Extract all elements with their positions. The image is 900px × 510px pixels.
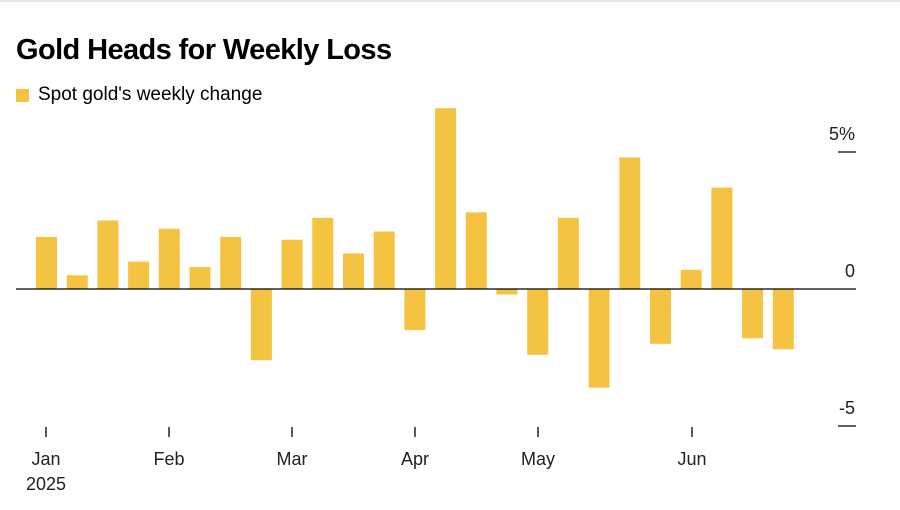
y-axis: 5% 0 -5 bbox=[829, 124, 856, 427]
x-year-label: 2025 bbox=[26, 474, 66, 494]
bar bbox=[772, 289, 794, 350]
bar bbox=[128, 261, 150, 289]
bar bbox=[404, 289, 426, 331]
x-axis: Jan Feb Mar Apr May Jun 2025 bbox=[26, 427, 707, 494]
legend-label: Spot gold's weekly change bbox=[38, 84, 263, 105]
y-tick-label: 0 bbox=[845, 261, 855, 281]
bar bbox=[619, 157, 641, 289]
top-divider bbox=[0, 0, 900, 2]
y-tick-label: -5 bbox=[839, 398, 855, 418]
x-tick-label: Feb bbox=[153, 449, 184, 469]
legend: Spot gold's weekly change bbox=[16, 84, 262, 106]
x-tick-label: Mar bbox=[277, 449, 308, 469]
bar bbox=[220, 236, 242, 289]
bar bbox=[66, 275, 88, 289]
x-tick-label: Jun bbox=[677, 449, 706, 469]
bar bbox=[680, 269, 702, 289]
bars-group bbox=[36, 108, 794, 388]
x-tick-label: Apr bbox=[401, 449, 429, 469]
chart-title: Gold Heads for Weekly Loss bbox=[16, 34, 392, 66]
bar bbox=[465, 212, 487, 289]
bar bbox=[281, 239, 303, 289]
y-tick-label: 5% bbox=[829, 124, 855, 144]
bar bbox=[742, 289, 764, 339]
bar bbox=[312, 217, 334, 289]
bar bbox=[189, 267, 211, 289]
bar bbox=[250, 289, 272, 361]
x-tick-label: May bbox=[521, 449, 555, 469]
bar bbox=[527, 289, 549, 355]
bar bbox=[711, 187, 733, 289]
bar bbox=[36, 236, 57, 289]
bar bbox=[435, 108, 457, 289]
bar bbox=[588, 289, 610, 388]
x-tick-label: Jan bbox=[31, 449, 60, 469]
legend-swatch bbox=[16, 88, 29, 102]
bar bbox=[373, 231, 395, 289]
bar bbox=[557, 217, 579, 289]
bar bbox=[343, 253, 364, 289]
bar bbox=[158, 228, 180, 289]
bar bbox=[496, 289, 518, 295]
bar bbox=[97, 220, 119, 289]
bar bbox=[650, 289, 671, 344]
